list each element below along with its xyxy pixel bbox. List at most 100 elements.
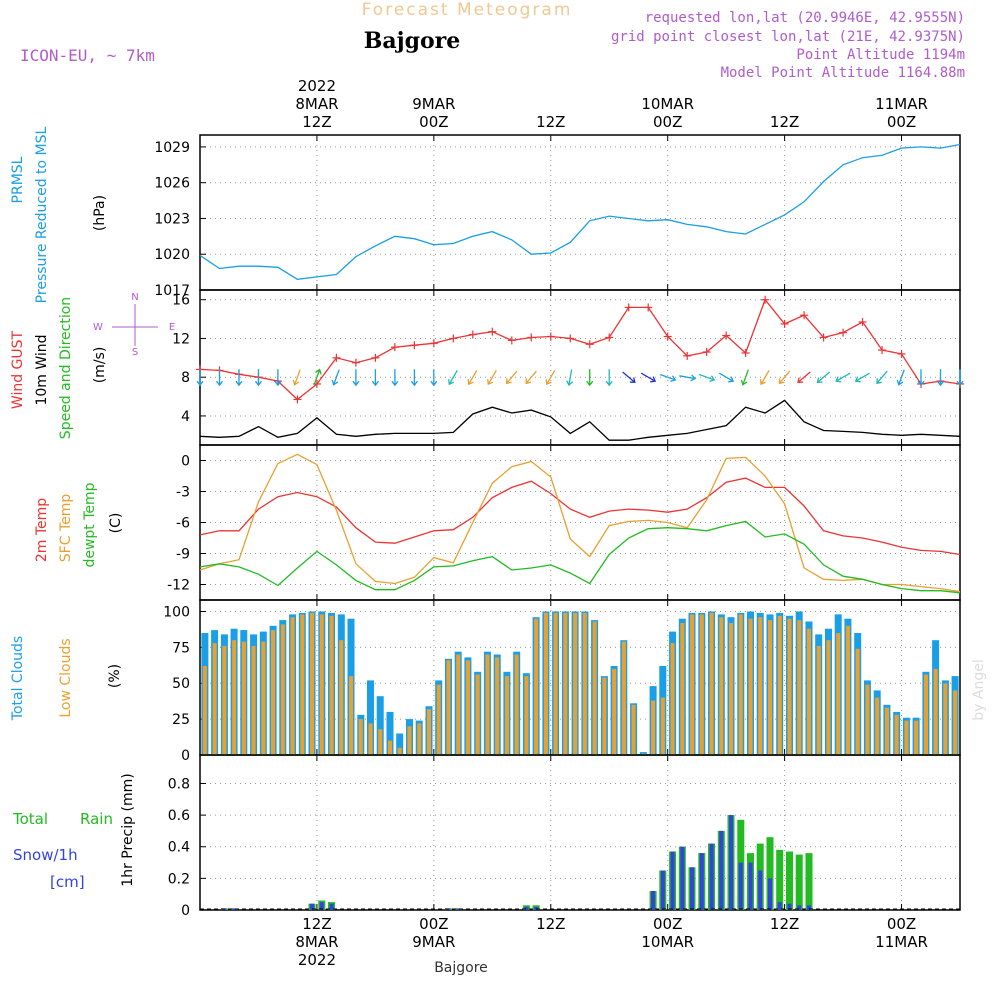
gust-marker [546, 332, 555, 341]
bar-snow-1h [729, 815, 734, 910]
y-tick-label: 50 [172, 676, 190, 692]
product-title: Forecast Meteogram [362, 0, 573, 20]
gust-marker [761, 295, 770, 304]
wind-arrow [505, 370, 518, 385]
bar-snow-1h [738, 862, 743, 910]
wind-arrow [698, 373, 716, 383]
bar-low-clouds [251, 645, 256, 755]
bar-snow-1h [680, 846, 685, 910]
bar-low-clouds [943, 683, 948, 755]
bar-snow-1h [690, 867, 695, 910]
y-tick-label: 1029 [154, 140, 190, 156]
bar-low-clouds [758, 617, 763, 755]
y-tick-label: -12 [167, 578, 190, 594]
time-label: 8MAR [295, 933, 338, 951]
gust-marker [722, 331, 731, 340]
time-label: 00Z [887, 915, 916, 933]
bar-low-clouds [485, 654, 490, 755]
wind-arrow [487, 369, 497, 386]
bar-snow-1h [806, 905, 811, 910]
wind-arrow [391, 369, 399, 387]
bar-low-clouds [290, 617, 295, 755]
bar-snow-1h [777, 902, 782, 910]
bar-low-clouds [582, 612, 587, 755]
wind-arrow [778, 370, 791, 385]
bar-low-clouds [816, 645, 821, 755]
time-label: 9MAR [412, 95, 455, 113]
gust-marker [332, 353, 341, 362]
bar-low-clouds [592, 621, 597, 755]
wind-arrow [566, 369, 574, 387]
bar-snow-1h [797, 905, 802, 910]
y-tick-label: 0.8 [168, 776, 190, 792]
model-altitude: Model Point Altitude 1164.88m [721, 65, 965, 81]
gust-marker [702, 348, 711, 356]
series-line-dewpt-temp [199, 520, 961, 594]
time-label: 00Z [653, 915, 682, 933]
requested-coords: requested lon,lat (20.9946E, 42.9555N) [645, 10, 965, 26]
bar-snow-1h [768, 878, 773, 910]
wind-label-unit: (m/s) [92, 347, 108, 384]
bar-low-clouds [826, 640, 831, 755]
series-line-2m-temp [199, 477, 961, 556]
wind-arrow [215, 369, 224, 387]
wind-arrow [467, 369, 478, 386]
compass-west: W [93, 322, 103, 333]
bar-low-clouds [865, 684, 870, 755]
time-label: 11MAR [875, 933, 928, 951]
wind-arrow [430, 369, 438, 387]
y-tick-label: 0.4 [168, 840, 190, 856]
temperature-grid [200, 445, 960, 600]
bar-low-clouds [222, 645, 227, 755]
wind-arrow [235, 369, 243, 387]
series-line-prmsl [199, 143, 961, 280]
bar-low-clouds [768, 620, 773, 755]
gust-marker [839, 328, 848, 337]
bar-low-clouds [261, 641, 266, 755]
y-tick-label: 1020 [154, 247, 190, 263]
clouds-label-low: Low Clouds [58, 638, 74, 717]
bar-low-clouds [534, 618, 539, 755]
y-tick-label: 0.2 [168, 871, 190, 887]
gust-marker [566, 334, 575, 343]
pressure-label-desc: Pressure Reduced to MSL [34, 126, 50, 303]
y-tick-label: 8 [181, 370, 190, 386]
bar-snow-1h [456, 908, 461, 910]
wind-arrow [545, 369, 556, 386]
bar-snow-1h [787, 903, 792, 910]
bar-total-rain [795, 854, 803, 910]
model-label: ICON-EU, ~ 7km [20, 46, 155, 65]
bar-low-clouds [933, 668, 938, 755]
bar-low-clouds [329, 615, 334, 755]
wind-label-gust: Wind GUST [10, 330, 26, 409]
wind-arrow [371, 369, 379, 387]
bar-snow-1h [699, 853, 704, 910]
wind-label-10m: 10m Wind [34, 334, 50, 405]
bar-total-clouds [367, 680, 374, 755]
clouds-panel: 0 25 50 75 100 Total Clouds Low Clouds (%) b… [10, 599, 987, 764]
temp-label-sfc: SFC Temp [58, 494, 74, 563]
pressure-label-unit: (hPa) [92, 195, 108, 231]
wind-arrow [352, 369, 360, 387]
bar-low-clouds [212, 643, 217, 755]
y-tick-label: 0 [181, 454, 190, 470]
gust-marker [429, 339, 438, 348]
bar-low-clouds [426, 709, 431, 755]
wind-arrow [640, 372, 657, 383]
precip-series [200, 815, 960, 910]
bar-low-clouds [777, 615, 782, 755]
gust-marker [351, 358, 360, 367]
gust-marker [390, 343, 399, 352]
bar-low-clouds [602, 677, 607, 755]
bar-total-rain [766, 837, 774, 910]
bar-low-clouds [621, 641, 626, 755]
bar-low-clouds [953, 690, 958, 755]
time-label: 2022 [298, 951, 336, 969]
wind-arrow [797, 371, 811, 384]
bar-snow-1h [651, 891, 656, 910]
compass-east: E [169, 322, 175, 333]
time-label: 10MAR [641, 95, 694, 113]
gust-marker [878, 346, 887, 355]
